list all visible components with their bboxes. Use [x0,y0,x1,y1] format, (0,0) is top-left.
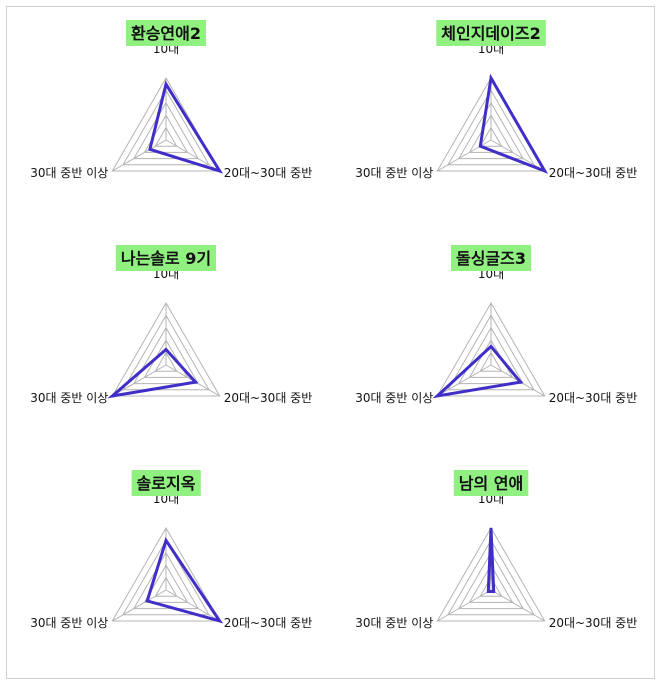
axis-spoke [437,589,492,622]
axis-label-right: 20대~30대 중반 [549,166,638,180]
grid-ring [111,302,221,397]
axis-label-right: 20대~30대 중반 [549,616,638,630]
grid-ring [111,527,221,622]
axis-label-right: 20대~30대 중반 [549,391,638,405]
axis-spoke [437,364,492,397]
axis-label-right: 20대~30대 중반 [224,166,313,180]
series-polygon [478,73,549,174]
axis-spoke [165,139,220,172]
grid-ring [154,126,178,147]
grid-ring [447,314,535,391]
chart-title: 돌싱글즈3 [456,249,526,268]
title-highlight [115,245,217,271]
grid-ring [447,539,535,616]
axis-spoke [437,139,492,172]
axis-label-left: 30대 중반 이상 [30,391,108,405]
axis-spoke [112,139,167,172]
axis-label-left: 30대 중반 이상 [30,166,108,180]
chart-title: 나는솔로 9기 [121,249,211,268]
chart-title: 남의 연애 [459,474,523,493]
grid-ring [479,126,503,147]
chart-title: 체인지데이즈2 [441,24,540,43]
chart-frame [6,6,655,679]
grid-ring [122,314,210,391]
grid-ring [436,527,546,622]
axis-spoke [490,139,545,172]
title-highlight [126,20,206,46]
title-highlight [131,470,201,496]
grid-ring [447,89,535,166]
axis-label-left: 30대 중반 이상 [355,616,433,630]
grid-ring [122,89,210,166]
grid-ring [122,539,210,616]
axis-label-left: 30대 중반 이상 [355,166,433,180]
chart-title: 환승연애2 [131,24,201,43]
axis-spoke [490,589,545,622]
grid-ring [132,101,200,160]
grid-ring [154,576,178,597]
title-highlight [453,470,529,496]
series-polygon [107,347,199,399]
chart-title: 솔로지옥 [137,474,196,493]
grid-ring [111,77,221,172]
grid-ring [479,351,503,372]
grid-ring [457,101,525,160]
grid-ring [457,551,525,610]
grid-ring [132,326,200,385]
axis-label-right: 20대~30대 중반 [224,616,313,630]
grid-ring [468,564,514,603]
grid-ring [479,576,503,597]
title-highlight [451,245,531,271]
axis-spoke [112,364,167,397]
axis-spoke [112,589,167,622]
grid-ring [132,551,200,610]
series-polygon [486,527,496,593]
axis-label-left: 30대 중반 이상 [30,616,108,630]
grid-ring [436,302,546,397]
title-highlight [436,20,546,46]
axis-spoke [165,589,220,622]
series-polygon [432,344,524,399]
grid-ring [468,114,514,153]
series-polygon [148,80,224,174]
grid-ring [154,351,178,372]
grid-ring [457,326,525,385]
grid-ring [143,564,189,603]
axis-label-right: 20대~30대 중반 [224,391,313,405]
series-polygon [145,536,224,624]
axis-label-left: 30대 중반 이상 [355,391,433,405]
